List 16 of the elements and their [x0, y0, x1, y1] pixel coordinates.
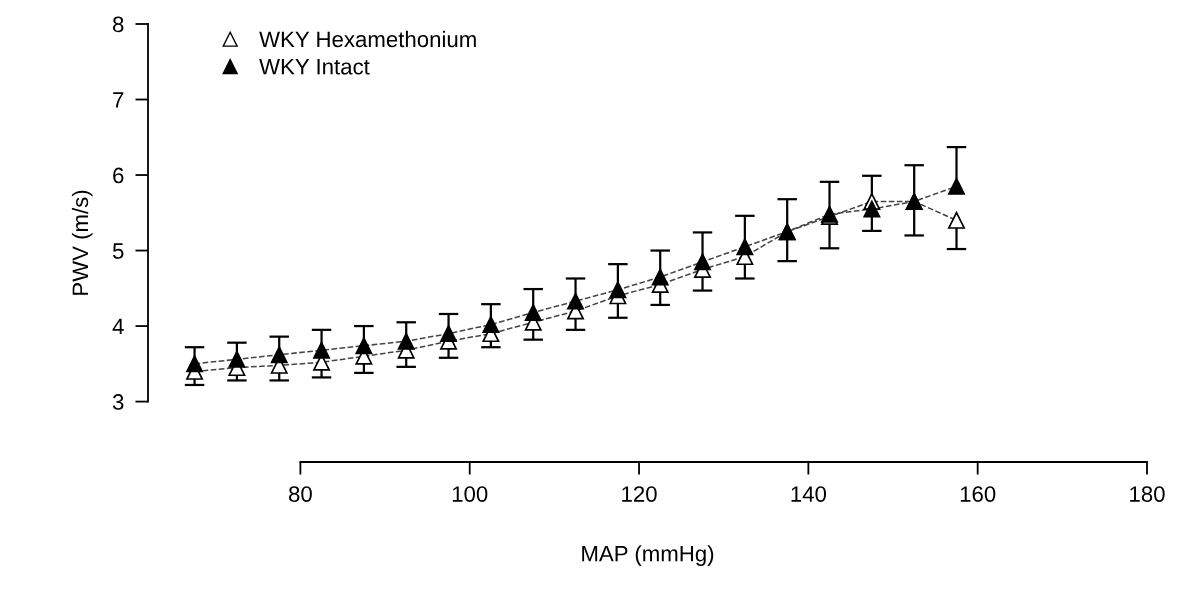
y-axis-title: PWV (m/s) [71, 190, 93, 295]
y-tick-label: 8 [113, 16, 124, 33]
x-tick-label: 80 [289, 486, 312, 502]
y-tick-label: 3 [112, 394, 124, 410]
legend-label: WKY Hexamethonium [259, 30, 476, 48]
y-tick-label: 7 [113, 92, 124, 108]
y-tick-label: 4 [112, 318, 124, 335]
x-tick-label: 160 [960, 486, 996, 502]
x-tick-label: 120 [622, 486, 657, 502]
x-axis-title: MAP (mmHg) [582, 545, 714, 566]
legend-label: WKY Intact [259, 59, 370, 75]
y-tick-label: 5 [112, 243, 124, 259]
x-tick-label: 180 [1130, 486, 1165, 502]
x-tick-label: 140 [791, 486, 827, 502]
x-tick-label: 100 [452, 486, 488, 502]
y-tick-label: 6 [113, 167, 124, 184]
